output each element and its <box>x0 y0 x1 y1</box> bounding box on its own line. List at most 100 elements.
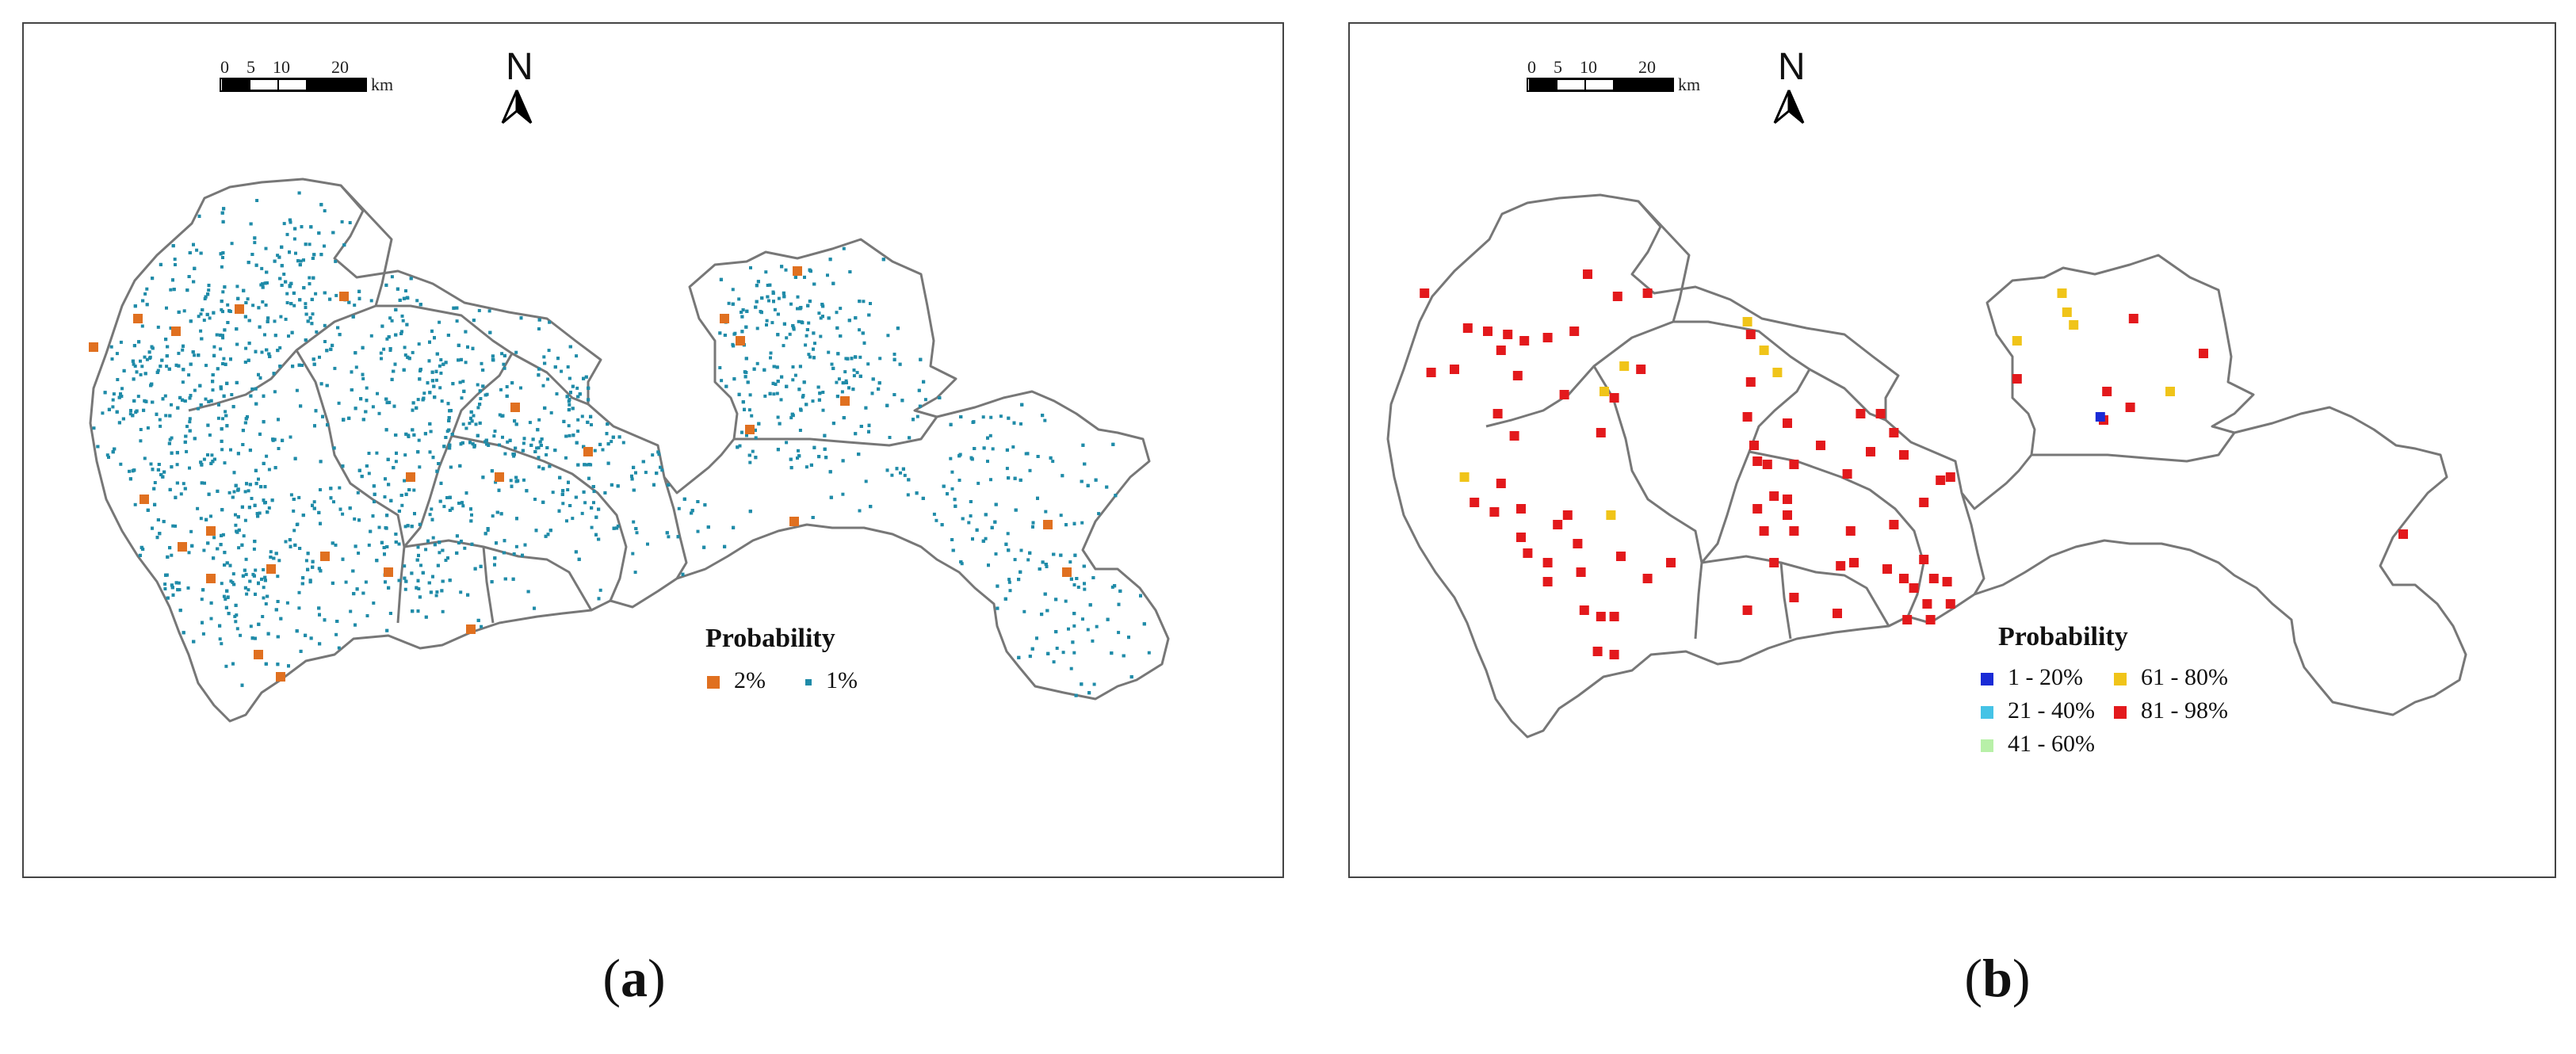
point-1pct <box>988 433 992 437</box>
point-1pct <box>977 481 980 485</box>
point-1pct <box>260 350 264 354</box>
point-1pct <box>166 345 170 349</box>
point-1pct <box>201 588 205 592</box>
point-1pct <box>249 394 253 398</box>
point-1pct <box>401 319 405 323</box>
point-1pct <box>254 468 258 472</box>
point-1pct <box>297 495 301 499</box>
point-1pct <box>771 292 775 295</box>
point-1pct <box>808 269 812 273</box>
point-1pct <box>220 300 224 304</box>
point-1pct <box>375 451 379 455</box>
point-1pct <box>541 500 545 504</box>
point-1pct <box>308 282 311 286</box>
point-1pct <box>483 532 487 536</box>
point-1pct <box>541 384 545 388</box>
point-1pct <box>419 369 422 372</box>
point-81-98 <box>1666 558 1676 567</box>
point-1pct <box>264 602 268 605</box>
point-1pct <box>175 451 179 455</box>
point-1pct <box>156 369 160 372</box>
point-1pct <box>766 284 770 287</box>
point-1pct <box>221 336 225 340</box>
north-label: N <box>1778 46 1806 88</box>
point-1pct <box>297 590 301 594</box>
point-1pct <box>479 397 483 400</box>
point-1pct <box>797 449 800 453</box>
point-1pct <box>805 465 808 469</box>
point-1pct <box>364 580 368 584</box>
point-1pct <box>796 307 799 311</box>
point-1pct <box>294 251 297 255</box>
point-1pct <box>466 593 470 597</box>
point-81-98 <box>1503 330 1513 339</box>
point-1pct <box>782 322 786 326</box>
point-1pct <box>212 556 216 560</box>
point-1pct <box>811 516 815 519</box>
point-1pct <box>1076 586 1080 589</box>
point-1pct <box>369 334 373 338</box>
point-1pct <box>385 401 389 405</box>
point-1pct <box>571 517 575 521</box>
point-1pct <box>1043 592 1047 596</box>
point-1pct <box>111 450 115 454</box>
point-61-80 <box>2062 307 2072 317</box>
point-1pct <box>859 425 863 428</box>
point-81-98 <box>1609 612 1619 621</box>
point-1pct <box>430 379 434 383</box>
map-panel-b: 0 5 10 20 km N Probability 1 - 20% 61 - … <box>1348 22 2556 878</box>
point-1pct <box>293 456 297 460</box>
point-1pct <box>727 301 731 305</box>
point-1pct <box>265 348 269 352</box>
point-1pct <box>232 582 236 586</box>
point-1pct <box>129 409 132 412</box>
point-1pct <box>241 574 245 578</box>
point-1pct <box>212 345 216 349</box>
point-1pct <box>115 352 119 356</box>
point-2pct <box>171 327 181 336</box>
point-1pct <box>906 493 910 497</box>
point-1pct <box>575 386 579 390</box>
point-1pct <box>263 575 267 579</box>
point-1pct <box>151 468 155 472</box>
point-1pct <box>289 220 292 224</box>
point-1pct <box>318 613 321 617</box>
point-1pct <box>403 576 407 580</box>
point-1pct <box>959 560 963 563</box>
point-1pct <box>254 592 257 596</box>
point-61-80 <box>1606 510 1616 520</box>
point-1pct <box>173 258 177 262</box>
point-1pct <box>175 463 179 467</box>
point-1pct <box>392 369 396 373</box>
point-1pct <box>829 495 833 499</box>
point-1pct <box>435 590 439 594</box>
point-1pct <box>272 372 276 376</box>
point-1pct <box>1083 582 1086 586</box>
point-1pct <box>132 362 136 366</box>
point-1pct <box>747 408 751 412</box>
point-1pct <box>181 398 185 402</box>
point-1pct <box>858 374 862 378</box>
point-1pct <box>357 296 361 300</box>
point-1pct <box>789 302 793 306</box>
point-81-98 <box>1762 460 1772 469</box>
point-1pct <box>318 355 321 359</box>
point-1pct <box>269 550 273 554</box>
point-1pct <box>325 384 329 388</box>
point-1pct <box>227 491 231 495</box>
point-1pct <box>741 308 745 311</box>
point-1pct <box>1072 583 1076 586</box>
point-81-98 <box>1783 510 1792 520</box>
point-1pct <box>234 620 238 624</box>
point-1pct <box>289 493 293 497</box>
point-1pct <box>226 596 230 599</box>
point-1pct <box>179 492 183 496</box>
point-1pct <box>409 277 413 281</box>
point-1pct <box>247 261 250 265</box>
point-1pct <box>796 456 799 460</box>
point-81-98 <box>1899 574 1909 583</box>
point-1pct <box>793 276 797 279</box>
point-1pct <box>242 288 246 292</box>
point-1pct <box>585 463 589 467</box>
point-1pct <box>113 447 117 451</box>
